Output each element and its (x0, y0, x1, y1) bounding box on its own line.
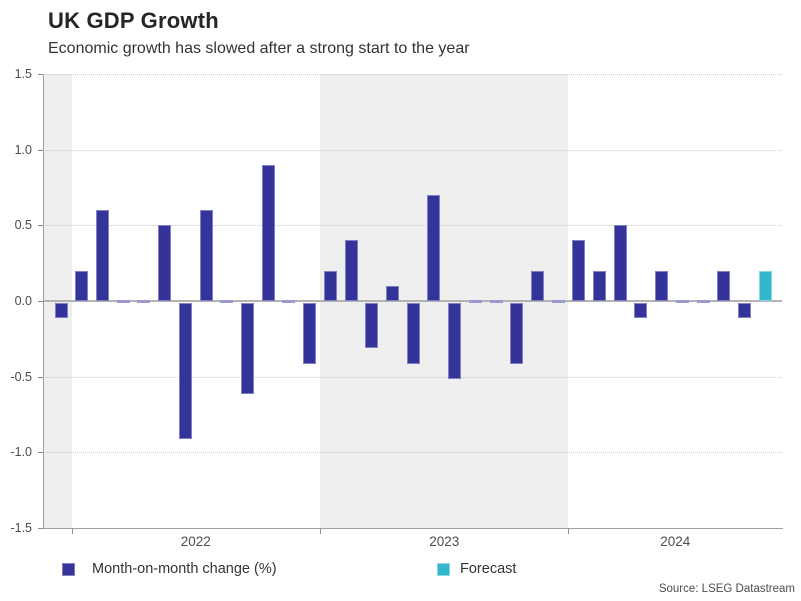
bar-dec-2021 (54, 303, 68, 319)
y-axis-line (43, 74, 44, 529)
bar-apr-2023 (385, 285, 399, 301)
bar-aug-2023 (468, 300, 482, 303)
bar-oct-2024 (758, 270, 772, 301)
bar-nov-2023 (530, 270, 544, 301)
gridline--1 (43, 452, 782, 454)
bar-sep-2024 (738, 303, 751, 319)
y-tick-label: 1.5 (14, 67, 32, 81)
y-tick-mark (38, 301, 43, 302)
y-tick-label: 1.0 (14, 142, 32, 157)
bar-jul-2023 (448, 303, 462, 379)
bar-jan-2023 (323, 270, 337, 301)
y-tick-mark (38, 225, 43, 227)
bar-jan-2022 (75, 270, 89, 301)
bar-oct-2022 (261, 164, 275, 301)
bar-feb-2024 (593, 270, 607, 301)
y-tick-label: -1.5 (10, 520, 32, 535)
x-axis-line (43, 528, 783, 529)
bar-sep-2023 (489, 300, 503, 303)
y-tick-label: -1.0 (10, 445, 32, 460)
bar-mar-2022 (116, 300, 130, 303)
y-tick-mark (38, 74, 43, 75)
bar-jun-2023 (427, 195, 441, 301)
legend-swatch-forecast (437, 563, 450, 576)
bar-may-2024 (655, 270, 669, 301)
bar-apr-2022 (137, 300, 151, 303)
bar-may-2022 (158, 225, 172, 301)
bar-dec-2022 (303, 303, 317, 364)
gridline-1.5 (43, 74, 782, 75)
bar-feb-2022 (96, 210, 110, 301)
x-year-tick (320, 529, 321, 534)
gridline-0.5 (43, 225, 782, 227)
bar-jun-2022 (178, 303, 192, 440)
year-label-2024: 2024 (660, 534, 691, 549)
x-year-tick (71, 529, 73, 534)
gridline-1 (43, 149, 782, 151)
y-tick-mark (38, 527, 43, 529)
y-tick-mark (38, 149, 43, 151)
year-label-2022: 2022 (180, 534, 211, 549)
y-tick-label: 0.0 (14, 294, 32, 308)
source-credit: Source: LSEG Datastream (658, 583, 795, 595)
bar-nov-2022 (282, 300, 296, 303)
legend-label-actual: Month-on-month change (%) (92, 561, 277, 577)
bar-jan-2024 (572, 240, 586, 301)
bar-jul-2022 (199, 210, 213, 301)
bar-sep-2022 (241, 303, 255, 394)
year-label-2023: 2023 (429, 534, 460, 549)
bar-aug-2024 (717, 270, 731, 301)
bar-jul-2024 (696, 300, 710, 303)
bar-aug-2022 (220, 300, 234, 303)
bar-dec-2023 (551, 300, 565, 303)
bar-jun-2024 (675, 300, 689, 303)
legend-swatch-actual (62, 563, 75, 576)
plot-area (43, 74, 782, 528)
legend-label-forecast: Forecast (460, 561, 517, 577)
zero-line (43, 300, 782, 302)
bar-mar-2023 (365, 303, 379, 349)
bar-apr-2024 (634, 303, 648, 319)
bar-feb-2023 (344, 240, 358, 301)
y-tick-mark (38, 452, 43, 454)
x-year-tick (568, 529, 570, 534)
gridline--0.5 (43, 376, 782, 378)
y-tick-mark (38, 376, 43, 378)
chart-subtitle: Economic growth has slowed after a stron… (48, 40, 470, 57)
bar-may-2023 (406, 303, 420, 364)
y-tick-label: -0.5 (10, 369, 32, 384)
bar-oct-2023 (510, 303, 524, 364)
y-tick-label: 0.5 (14, 218, 32, 233)
bar-mar-2024 (613, 225, 627, 301)
chart-title: UK GDP Growth (48, 8, 219, 33)
